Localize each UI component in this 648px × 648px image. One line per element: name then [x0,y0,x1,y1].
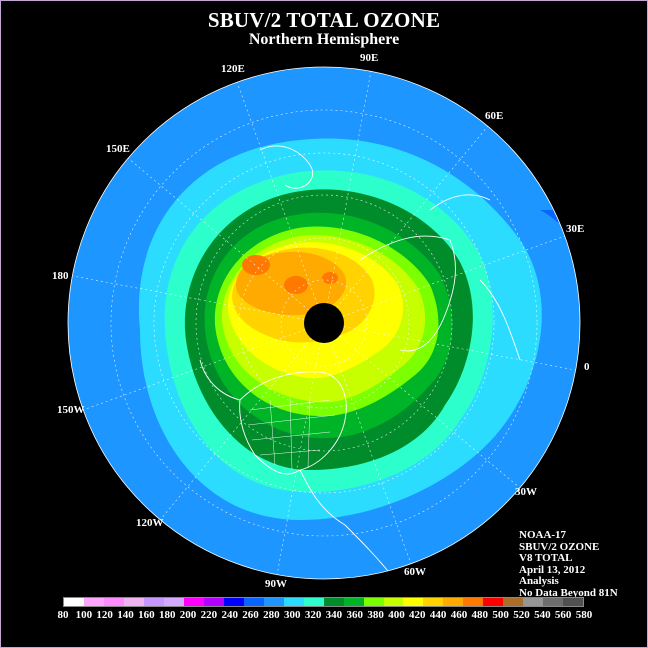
colorbar-ticks: 80 100 120 140 160 180 200 220 240 260 280 300 320 34… [0,609,648,623]
map-subtitle: Northern Hemisphere [248,31,400,48]
colorbar-tick-label: 200 [179,609,197,621]
colorbar-tick-label: 340 [325,609,343,621]
colorbar-tick-label: 580 [575,609,593,621]
colorbar-tick-label: 260 [242,609,259,621]
longitude-label-150e: 150E [106,143,130,155]
colorbar-tick-label: 420 [409,609,426,621]
latitude-circles [110,109,538,537]
colorbar-segment [123,598,144,606]
longitude-label-30w: 30W [515,486,537,498]
colorbar-tick-label: 540 [534,609,551,621]
colorbar-tick-label: 460 [450,609,468,621]
colorbar-tick-label: 380 [367,609,384,621]
longitude-label-60w: 60W [404,566,426,578]
colorbar-segment [483,598,504,606]
colorbar-segment [143,598,164,606]
colorbar-tick-label: 560 [554,609,572,621]
ozone-field [68,70,580,579]
info-product: Analysis [519,575,559,587]
colorbar-segment [343,598,364,606]
longitude-label-30e: 30E [566,223,585,235]
colorbar-segment [243,598,264,606]
colorbar-segment [64,598,84,606]
colorbar-segment [403,598,424,606]
colorbar-segment [223,598,244,606]
colorbar-segment [443,598,464,606]
colorbar-tick-label: 80 [57,609,69,621]
longitude-label-120w: 120W [136,517,164,529]
colorbar-segment [363,598,384,606]
colorbar-tick-label: 240 [221,609,238,621]
info-satellite: NOAA-17 [519,529,567,541]
info-version: V8 TOTAL [519,552,573,564]
colorbar-segment [183,598,204,606]
colorbar-tick-label: 400 [388,609,405,621]
colorbar-tick-label: 280 [263,609,280,621]
colorbar-segment [543,598,564,606]
longitude-label-0: 0 [584,361,590,373]
colorbar-segment [83,598,104,606]
colorbar-segment [463,598,484,606]
longitude-label-60e: 60E [485,110,504,122]
colorbar-tick-label: 520 [513,609,530,621]
state-boundaries [247,397,336,471]
colorbar-segment [423,598,444,606]
colorbar-segment [383,598,404,606]
colorbar-tick-label: 300 [283,609,301,621]
colorbar-segment [103,598,124,606]
colorbar-tick-label: 440 [429,609,447,621]
no-data-polar-cap [304,303,344,343]
colorbar-tick-label: 180 [158,609,176,621]
colorbar [63,597,584,607]
colorbar-segment [163,598,184,606]
colorbar-segment [523,598,544,606]
longitude-label-150w: 150W [57,404,85,416]
map-outline [67,66,581,580]
colorbar-tick-label: 100 [75,609,93,621]
longitude-label-120e: 120E [221,63,245,75]
colorbar-segment [303,598,324,606]
colorbar-segment [263,598,284,606]
ozone-max-spot-2 [284,276,308,294]
colorbar-tick-label: 220 [200,609,218,621]
info-panel: NOAA-17 SBUV/2 OZONE V8 TOTAL April 13, … [519,529,618,599]
info-date: April 13, 2012 [519,563,586,576]
colorbar-tick-label: 160 [138,609,155,621]
info-note: No Data Beyond 81N [519,586,618,599]
colorbar-tick-label: 320 [304,609,322,621]
map-title: SBUV/2 TOTAL OZONE [207,8,441,32]
colorbar-tick-label: 140 [117,609,134,621]
colorbar-segment [503,598,524,606]
colorbar-segment [323,598,344,606]
ozone-max-spot-1 [242,255,270,275]
colorbar-tick-label: 120 [96,609,113,621]
colorbar-segment [563,598,584,606]
colorbar-segment [203,598,224,606]
colorbar-tick-label: 480 [471,609,489,621]
coastlines [199,145,521,579]
colorbar-tick-label: 500 [492,609,509,621]
ozone-max-spot-3 [322,272,338,284]
colorbar-tick-label: 360 [346,609,364,621]
longitude-label-90w: 90W [265,578,287,590]
info-instrument: SBUV/2 OZONE [519,540,600,553]
longitude-label-180: 180 [52,270,69,282]
colorbar-segment [283,598,304,606]
longitude-label-90e: 90E [360,52,379,64]
